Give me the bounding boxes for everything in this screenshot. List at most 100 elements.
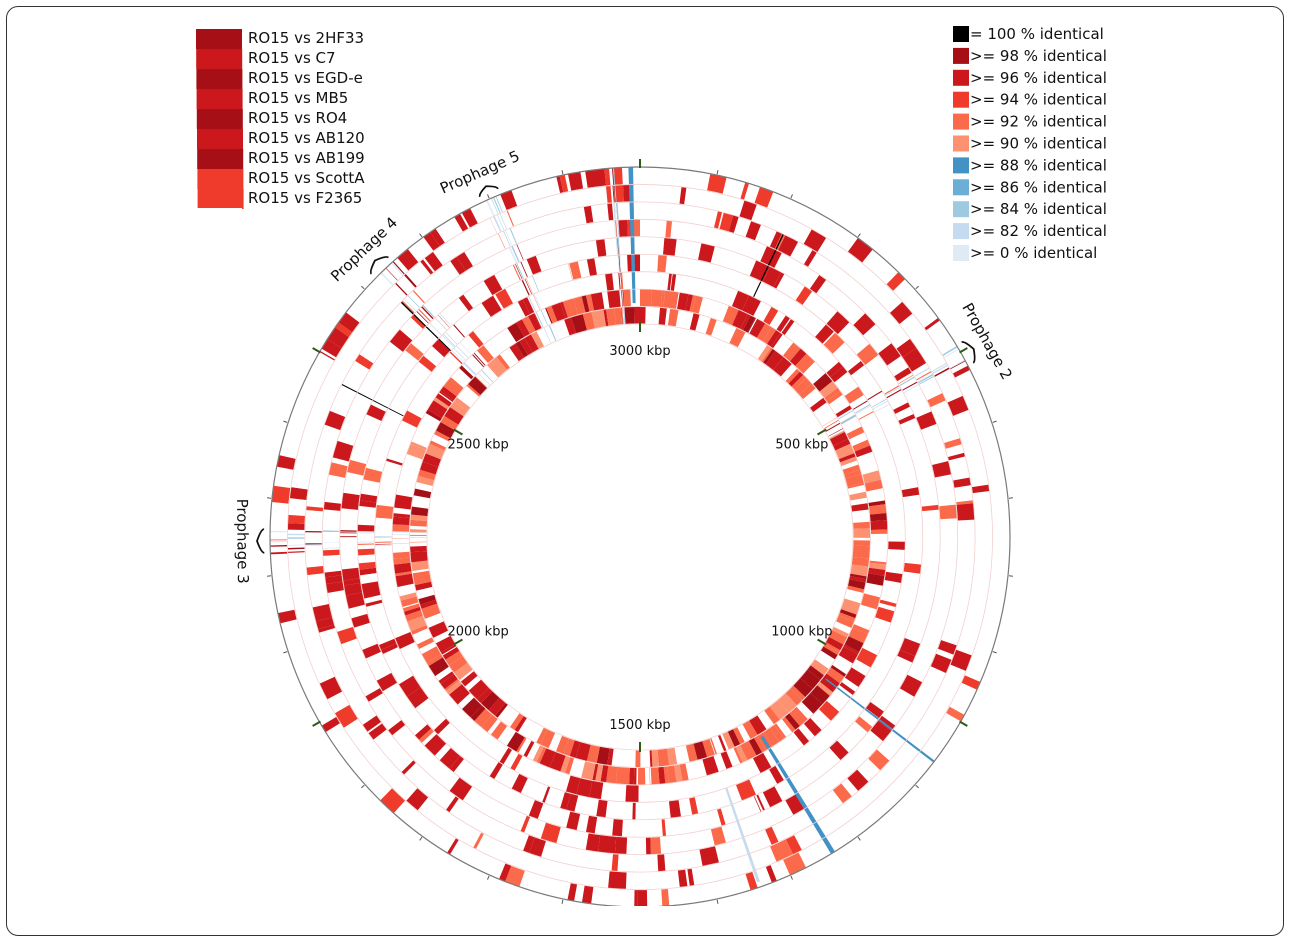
ring-segment <box>717 809 726 826</box>
ring-gap <box>359 636 375 644</box>
ring-segment <box>893 402 910 414</box>
minor-tick <box>283 421 287 422</box>
ring-segment <box>490 762 503 779</box>
ring-legend-swatch <box>197 109 243 129</box>
ring-legend-item: RO15 vs MB5 <box>197 89 349 109</box>
ring-segment <box>740 182 749 199</box>
ring-legend-item: RO15 vs RO4 <box>197 109 348 129</box>
major-tick-outer <box>313 722 321 727</box>
ring-segment <box>804 229 827 252</box>
ring-segment <box>586 833 600 851</box>
ring-legend-swatch <box>197 89 243 109</box>
ring-legend-fade <box>196 208 242 226</box>
ring-legend-label: RO15 vs F2365 <box>248 189 362 207</box>
ring-gap <box>636 768 638 785</box>
ring-separator <box>427 324 853 750</box>
ring-segment <box>763 786 783 807</box>
ring-segment <box>335 705 358 728</box>
ring-gap <box>802 313 813 327</box>
ring-segment <box>417 637 434 649</box>
ring-segment <box>661 889 669 906</box>
identity-legend-item: >= 82 % identical <box>953 222 1107 240</box>
ring-segment <box>365 688 383 702</box>
ring-segment <box>853 546 871 559</box>
identity-legend-swatch <box>953 157 969 173</box>
ring-segment <box>598 835 616 854</box>
minor-tick <box>420 837 422 840</box>
identity-streak <box>725 788 760 883</box>
ring-segment <box>634 307 640 324</box>
ring-segment <box>347 460 366 476</box>
tick-label: 3000 kbp <box>609 344 670 359</box>
ring-segment <box>635 751 640 768</box>
ring-gap <box>916 727 931 738</box>
major-tick-outer <box>960 722 968 727</box>
ring-segment <box>406 788 428 810</box>
ring-legend-label: RO15 vs EGD-e <box>248 69 363 87</box>
ring-gap <box>747 799 754 815</box>
ring-gap <box>311 657 327 665</box>
ring-segment <box>454 208 477 231</box>
ring-segment <box>632 803 635 820</box>
ring-legend-label: RO15 vs AB120 <box>248 129 365 147</box>
ring-segment <box>885 572 903 583</box>
ring-segment <box>904 563 922 574</box>
ring-gap <box>940 520 957 523</box>
ring-segment <box>922 505 939 511</box>
tick-label: 2500 kbp <box>447 438 508 453</box>
ring-segment <box>736 779 756 800</box>
ring-segment <box>948 396 969 416</box>
minor-tick <box>562 170 563 174</box>
ring-segment <box>853 540 870 546</box>
ring-segment <box>765 827 779 845</box>
identity-legend-swatch <box>953 26 969 42</box>
ring-segment <box>624 307 635 324</box>
ring-segment <box>638 890 647 906</box>
ring-segment <box>341 493 360 510</box>
ring-segment <box>888 541 905 549</box>
ring-segment <box>449 778 472 801</box>
identity-legend-swatch <box>953 48 969 64</box>
identity-legend-item: >= 92 % identical <box>953 113 1107 131</box>
gap-region <box>270 529 427 552</box>
ring-segment <box>890 302 913 324</box>
ring-segment <box>612 819 623 837</box>
ring-segment <box>616 767 630 785</box>
ring-segment <box>386 458 403 465</box>
identity-legend-label: >= 92 % identical <box>970 113 1107 131</box>
ring-segment <box>848 238 873 263</box>
ring-segment <box>446 796 459 812</box>
ring-segment <box>605 273 614 291</box>
ring-legend-item: RO15 vs ScottA <box>197 169 365 189</box>
gap-segment <box>287 534 304 536</box>
ring-segment <box>567 883 577 901</box>
prophage-bracket <box>257 529 264 553</box>
ring-gap <box>972 586 989 590</box>
ring-segment <box>871 529 888 534</box>
tick-label: 1500 kbp <box>609 718 670 733</box>
identity-legend-label: >= 84 % identical <box>970 200 1107 218</box>
identity-legend-item: >= 90 % identical <box>953 135 1107 153</box>
ring-segment <box>523 741 534 758</box>
ring-segment <box>288 515 305 524</box>
tick-label: 2000 kbp <box>447 625 508 640</box>
prophage-bracket <box>480 186 498 196</box>
ring-segment <box>568 172 583 191</box>
ring-segment <box>411 561 429 572</box>
ring-legend-swatch <box>197 129 243 149</box>
identity-legend-swatch <box>953 223 969 239</box>
ring-legend-item: RO15 vs EGD-e <box>196 69 362 89</box>
identity-legend-item: >= 84 % identical <box>953 200 1107 218</box>
ring-gap <box>849 820 861 835</box>
ring-legend-item: RO15 vs 2HF33 <box>196 29 364 49</box>
ring-legend-item: RO15 vs C7 <box>196 49 335 69</box>
major-tick-outer <box>960 348 968 353</box>
ring-gap <box>910 668 926 677</box>
ring-segment <box>499 748 512 765</box>
ring-gap <box>906 633 922 640</box>
identity-legend-label: = 100 % identical <box>970 25 1104 43</box>
identity-legend-label: >= 98 % identical <box>970 47 1107 65</box>
ring-segment <box>663 290 678 308</box>
identity-legend-item: >= 98 % identical <box>953 47 1107 65</box>
